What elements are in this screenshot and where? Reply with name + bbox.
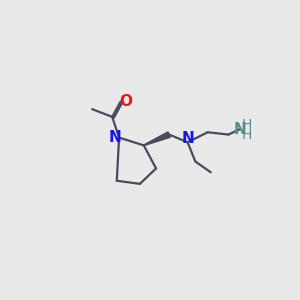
Text: O: O: [119, 94, 132, 109]
Text: N: N: [234, 122, 246, 137]
Text: N: N: [109, 130, 122, 145]
Text: H: H: [242, 118, 252, 132]
Text: H: H: [242, 128, 252, 142]
Text: N: N: [181, 131, 194, 146]
Polygon shape: [144, 132, 170, 146]
